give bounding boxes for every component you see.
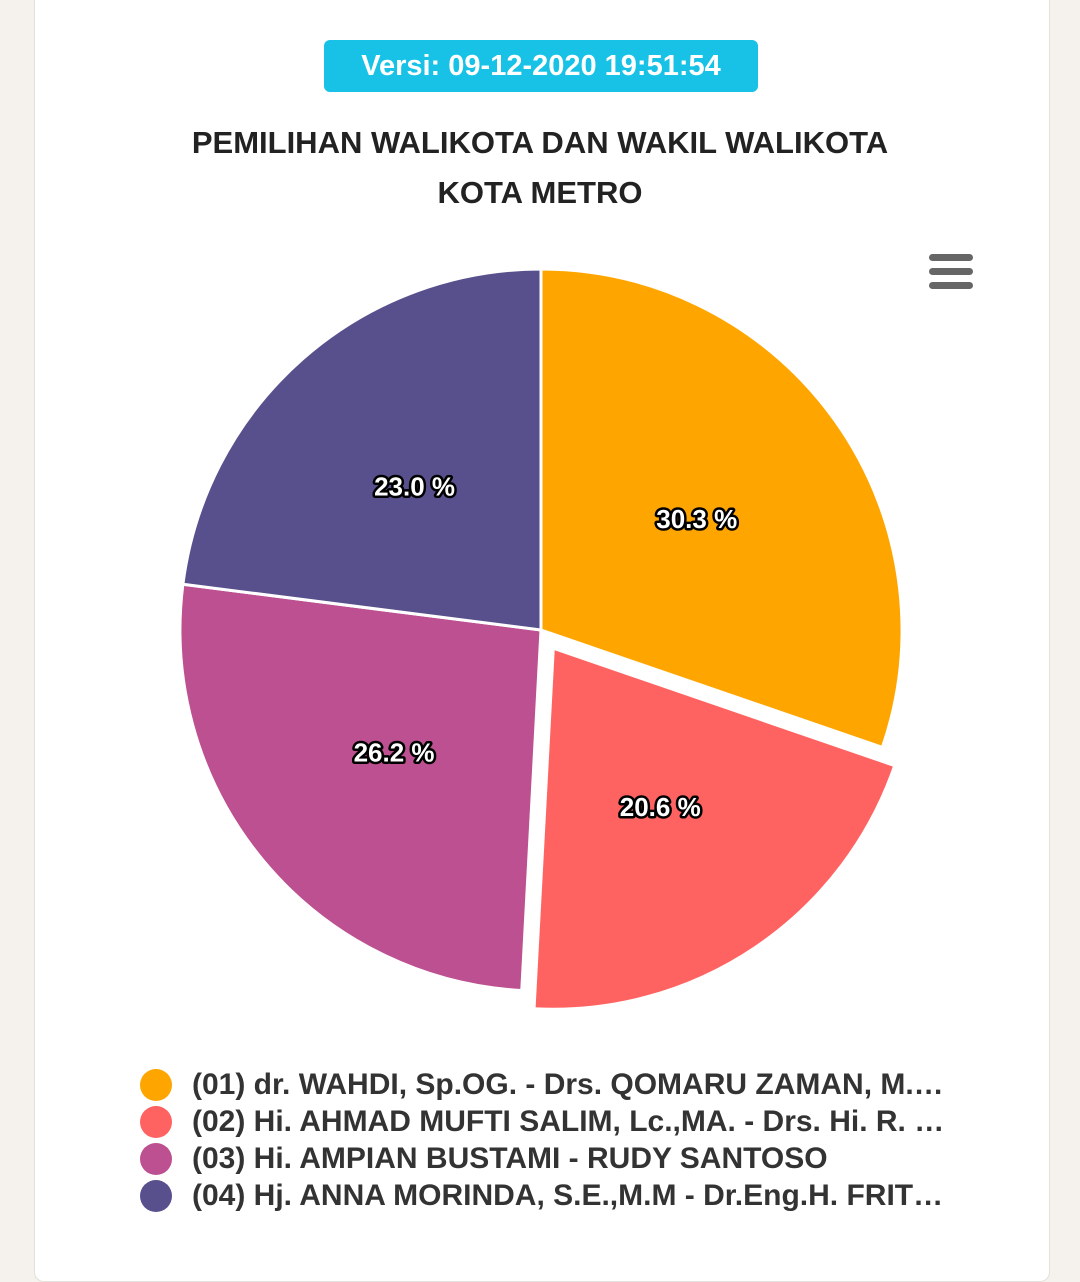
chart-title: PEMILIHAN WALIKOTA DAN WAKIL WALIKOTA KO…: [100, 118, 980, 218]
pie-data-label-1: 30.3 %: [656, 504, 737, 534]
legend-marker: [140, 1068, 172, 1101]
legend-marker: [140, 1179, 172, 1212]
legend-item-3[interactable]: (03) Hi. AMPIAN BUSTAMI - RUDY SANTOSO: [140, 1140, 980, 1177]
legend-label: (03) Hi. AMPIAN BUSTAMI - RUDY SANTOSO: [192, 1141, 828, 1175]
legend-label: (01) dr. WAHDI, Sp.OG. - Drs. QOMARU ZAM…: [192, 1067, 944, 1101]
chart-title-line-1: PEMILIHAN WALIKOTA DAN WAKIL WALIKOTA: [191, 125, 889, 160]
legend-item-1[interactable]: (01) dr. WAHDI, Sp.OG. - Drs. QOMARU ZAM…: [140, 1066, 980, 1103]
version-badge: Versi: 09-12-2020 19:51:54: [324, 40, 758, 92]
legend-marker: [140, 1105, 172, 1138]
pie-data-label-2: 20.6 %: [620, 792, 701, 822]
chart-title-line-2: KOTA METRO: [437, 175, 643, 210]
chart-legend: (01) dr. WAHDI, Sp.OG. - Drs. QOMARU ZAM…: [140, 1066, 980, 1214]
pie-slice-1[interactable]: [539, 267, 904, 749]
pie-slice-4[interactable]: [181, 267, 543, 632]
hamburger-menu-icon[interactable]: [924, 250, 978, 294]
pie-slice-2[interactable]: [532, 646, 897, 1011]
pie-data-label-4: 23.0 %: [374, 471, 455, 501]
legend-item-4[interactable]: (04) Hj. ANNA MORINDA, S.E.,M.M - Dr.Eng…: [140, 1177, 980, 1214]
pie-data-label-3: 26.2 %: [354, 738, 435, 768]
legend-item-2[interactable]: (02) Hi. AHMAD MUFTI SALIM, Lc.,MA. - Dr…: [140, 1103, 980, 1140]
pie-slice-3[interactable]: [178, 582, 543, 992]
legend-label: (02) Hi. AHMAD MUFTI SALIM, Lc.,MA. - Dr…: [192, 1104, 945, 1138]
legend-marker: [140, 1142, 172, 1175]
legend-label: (04) Hj. ANNA MORINDA, S.E.,M.M - Dr.Eng…: [192, 1178, 944, 1212]
